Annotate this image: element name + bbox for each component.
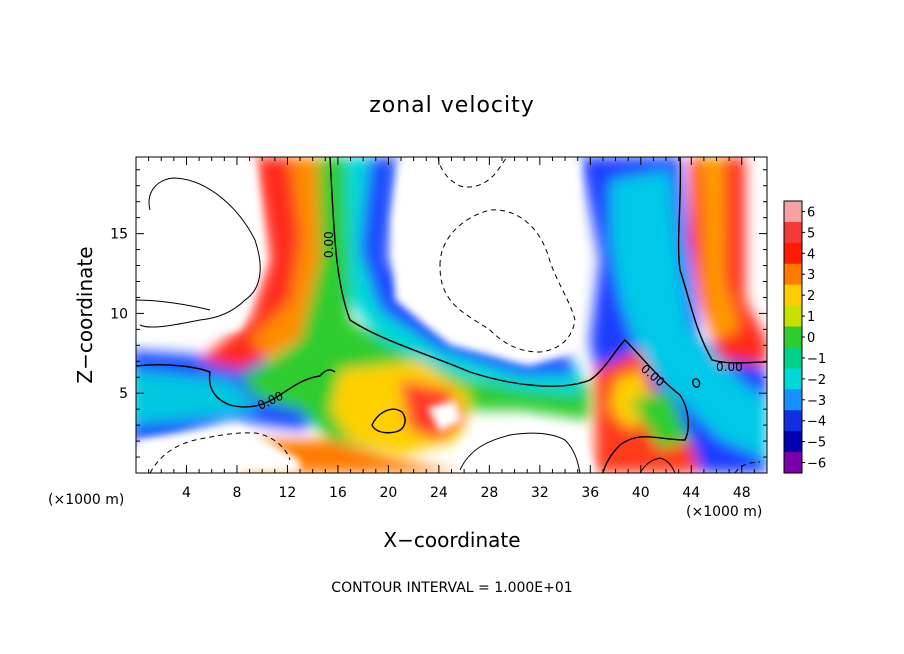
contour-label: 0.00	[716, 360, 743, 374]
x-tick-label: 36	[581, 485, 599, 501]
field-region-white-bottom-mid	[460, 420, 595, 473]
contour-zero-blob	[371, 408, 406, 434]
contour-zero-right	[677, 157, 767, 364]
contour-solid-bottom-right	[639, 457, 676, 473]
x-tick-label: 8	[232, 485, 241, 501]
y-tick-label: 15	[110, 227, 128, 243]
field-region-white-bump	[428, 400, 462, 432]
velocity-field	[136, 157, 767, 473]
x-tick-label: 28	[480, 485, 498, 501]
colorbar-label: 3	[807, 268, 815, 283]
colorbar-swatch	[784, 263, 802, 286]
contour-dashed-bottom-right	[734, 461, 761, 473]
x-unit-note: (×1000 m)	[48, 492, 124, 508]
y-axis-label: Z−coordinate	[73, 246, 97, 383]
colorbar: 6 5 4 3 2 1 0 −1 −2 −3 −4 −5 −6	[783, 200, 826, 474]
field-region-green-column	[240, 157, 590, 450]
field-region-right-cyan	[610, 170, 767, 460]
contour-zero-blob-small	[692, 378, 701, 388]
colorbar-label: 6	[807, 205, 815, 220]
y-tick-label: 5	[119, 386, 128, 402]
contour-dashed-bottom-left	[149, 432, 291, 473]
field-region-blue-column	[360, 157, 575, 375]
field-region-bottom-green	[630, 390, 690, 450]
colorbar-label: 0	[807, 331, 815, 346]
x-axis-label: X−coordinate	[383, 528, 520, 552]
x-tick-label: 32	[531, 485, 549, 501]
x-axis: 4 8 12 16 20 24 28 32 36 40 44 48	[148, 157, 755, 501]
contour-dashed-top	[437, 157, 508, 188]
field-region-right-orange	[700, 157, 740, 340]
field-region-white-bottom-left	[136, 425, 300, 473]
x-tick-label: 20	[379, 485, 397, 501]
colorbar-swatch	[784, 431, 802, 453]
colorbar-swatch	[784, 368, 802, 390]
colorbar-label: −4	[807, 415, 826, 430]
x-tick-label: 44	[682, 485, 700, 501]
colorbar-swatch	[784, 305, 802, 328]
x-tick-label: 12	[279, 485, 297, 501]
contour-zero-central	[329, 157, 689, 473]
field-region-white-center	[392, 160, 580, 365]
colorbar-label: −1	[807, 352, 826, 367]
colorbar-label: 4	[807, 247, 815, 262]
colorbar-swatch	[784, 201, 802, 223]
y-unit-note: (×1000 m)	[686, 504, 762, 520]
contour-solid-left-lower	[136, 299, 211, 311]
y-axis: 5 10 15	[110, 169, 767, 458]
x-tick-label: 40	[632, 485, 650, 501]
y-tick-label: 10	[110, 306, 128, 322]
contour-interval-footer: CONTOUR INTERVAL = 1.000E+01	[331, 580, 572, 596]
colorbar-swatch	[784, 389, 802, 411]
colorbar-swatch	[784, 452, 802, 474]
contour-solid-bottom-mid	[459, 432, 581, 473]
colorbar-label: −3	[807, 394, 826, 409]
contour-lines	[136, 157, 767, 473]
field-region-left-jet-core	[136, 370, 260, 425]
field-region-cyan-column	[345, 157, 580, 395]
field-region-white-left	[136, 160, 265, 340]
colorbar-label: −5	[807, 436, 826, 451]
contour-label: 0.00	[322, 231, 336, 258]
colorbar-label: 2	[807, 289, 815, 304]
colorbar-swatch	[784, 410, 802, 432]
chart-title: zonal velocity	[369, 93, 535, 118]
contour-zero-left	[136, 363, 336, 408]
colorbar-label: −2	[807, 373, 826, 388]
x-tick-label: 48	[733, 485, 751, 501]
colorbar-swatch	[784, 242, 802, 265]
x-tick-label: 24	[430, 485, 448, 501]
x-tick-label: 4	[182, 485, 191, 501]
x-tick-label: 16	[329, 485, 347, 501]
contour-solid-left-loop	[139, 177, 261, 328]
colorbar-swatch	[784, 221, 802, 244]
colorbar-swatch	[784, 326, 802, 348]
colorbar-label: −6	[807, 457, 826, 472]
colorbar-label: 5	[807, 226, 815, 241]
colorbar-label: 1	[807, 310, 815, 325]
colorbar-swatch	[784, 347, 802, 369]
colorbar-swatch	[784, 284, 802, 307]
